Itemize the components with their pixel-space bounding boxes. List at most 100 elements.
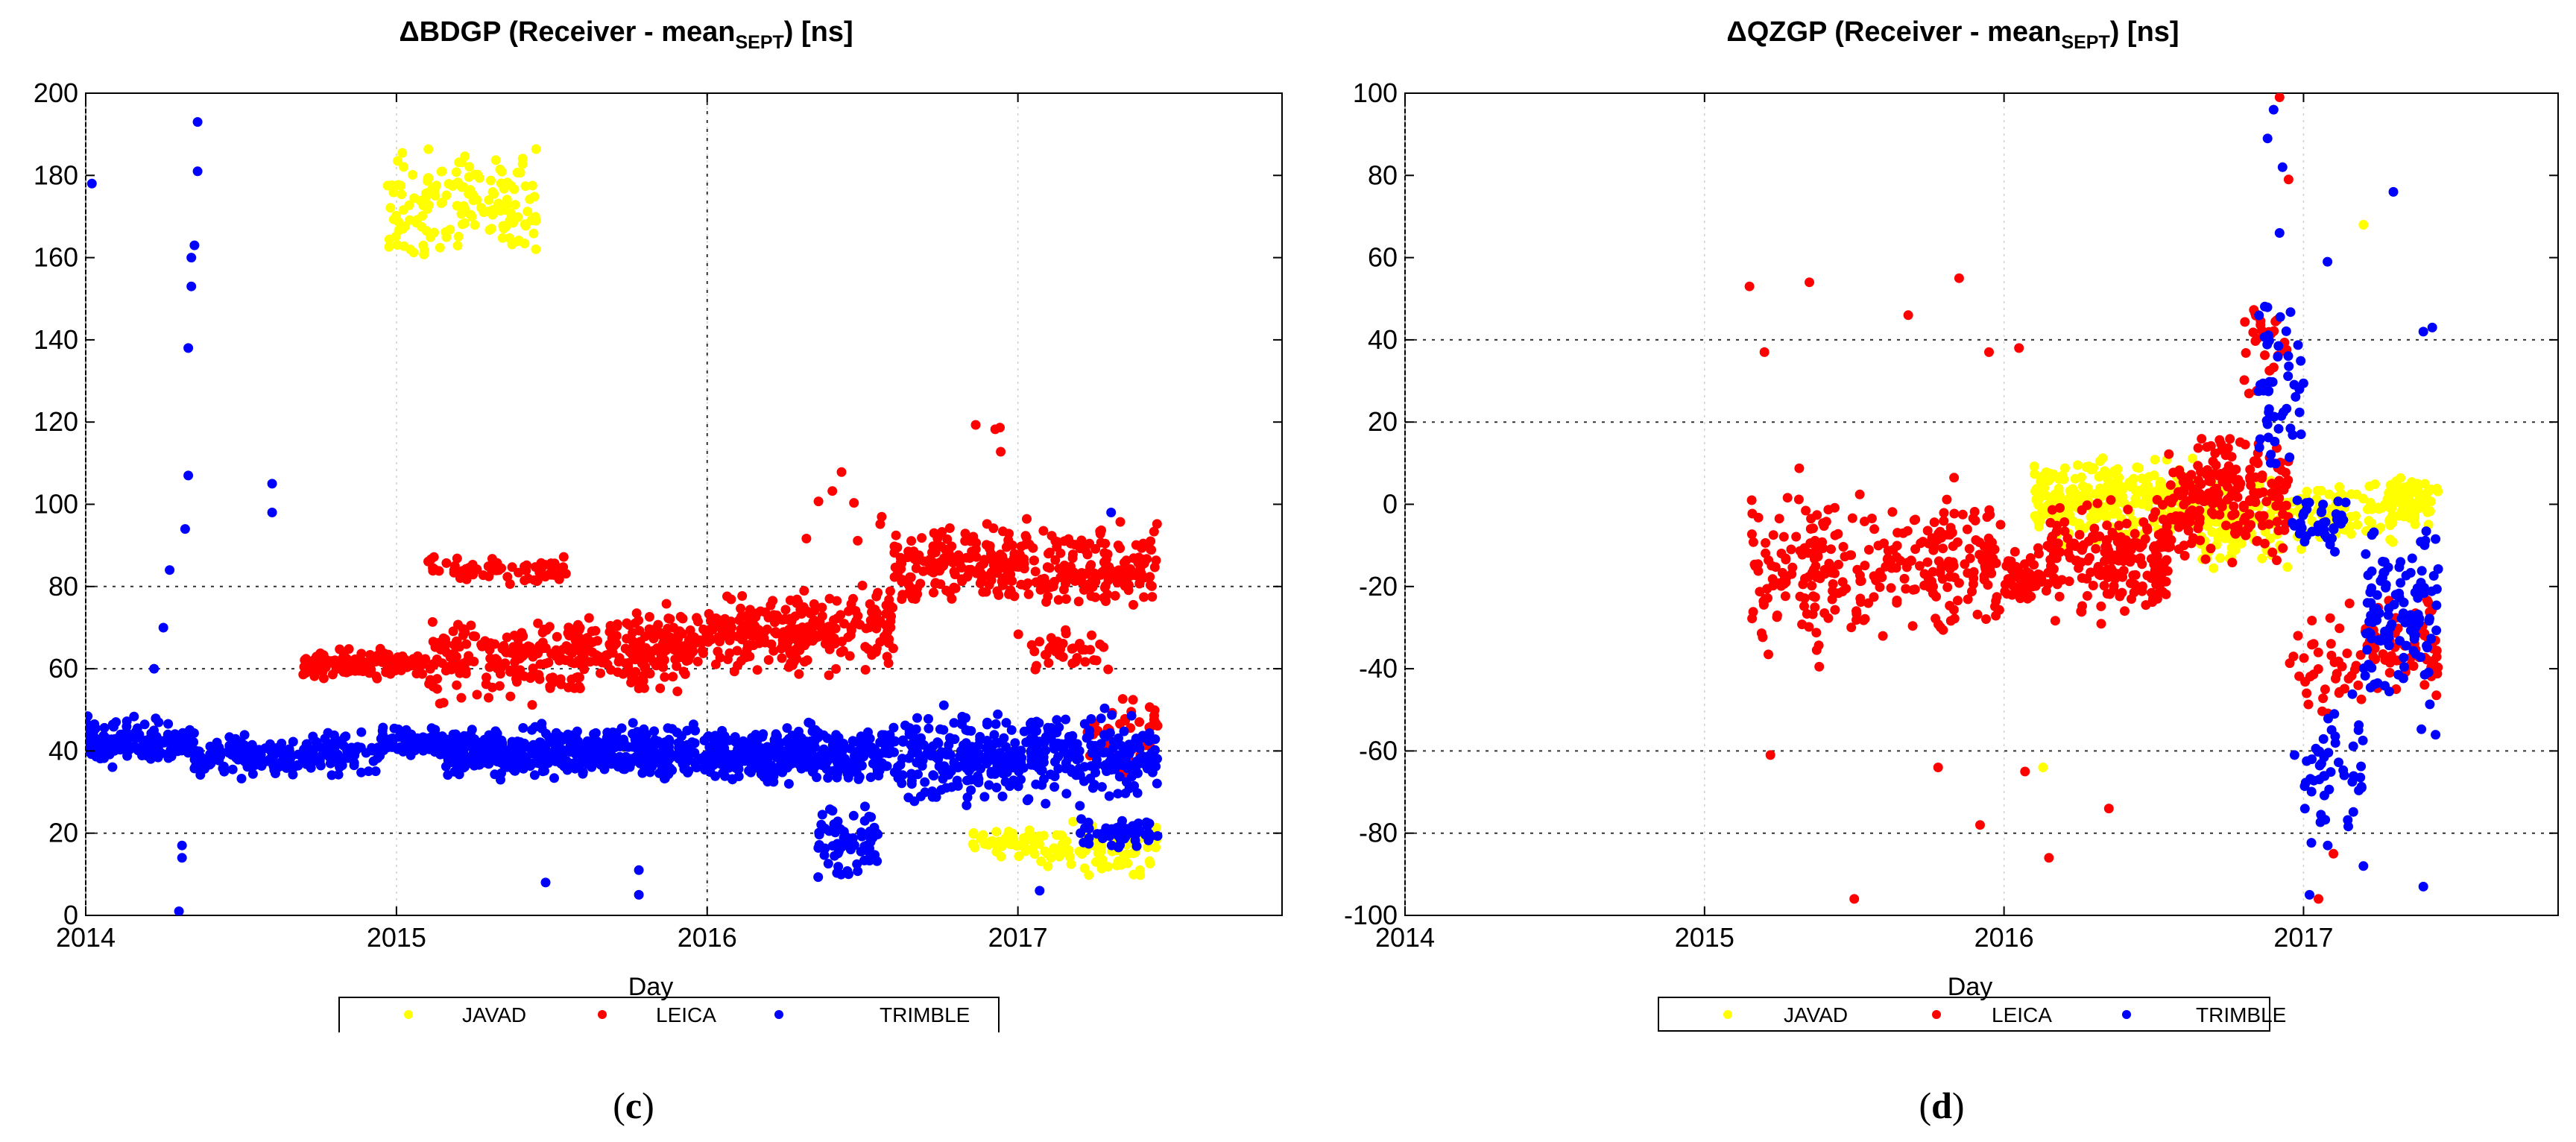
chart-c-point-trimble [373,753,382,763]
chart-c-point-javad [512,168,523,177]
chart-c-point-leica [490,661,500,672]
chart-d-point-leica [1827,594,1837,605]
chart-c-point-trimble [642,729,651,739]
chart-c-point-trimble [810,725,821,735]
chart-c-point-leica [860,665,871,675]
chart-d-point-leica [2278,543,2288,553]
chart-d-point-javad [2385,534,2396,545]
chart-d-point-leica [2314,894,2323,904]
chart-d-point-leica [1799,593,1810,603]
chart-c-point-trimble [897,770,908,780]
chart-d-point-leica [1938,543,1948,554]
chart-c-point-trimble [167,748,177,758]
chart-c-point-leica [461,639,472,649]
chart-c-point-trimble [1079,776,1089,786]
chart-d-point-leica [1805,277,1814,288]
chart-d-point-leica [2337,661,2347,672]
chart-c-point-trimble [534,740,544,751]
chart-d-point-leica [1892,598,1902,608]
chart-c-point-trimble [1074,745,1085,756]
chart-c-point-trimble [1143,763,1152,774]
chart-c-point-leica [481,679,491,690]
chart-c-point-javad [490,204,500,215]
chart-c-point-leica [1076,577,1087,587]
chart-c-point-javad [397,189,407,200]
chart-c-point-leica [912,556,922,566]
chart-c-point-leica [747,631,757,641]
chart-c-point-trimble [667,765,678,775]
chart-d-point-javad [2364,481,2375,491]
chart-c-point-trimble [186,281,197,291]
chart-d-point-leica [1761,548,1771,558]
chart-c-point-leica [737,591,748,601]
chart-c-point-leica [680,669,690,679]
chart-c-point-leica [752,665,763,675]
chart-c-point-trimble [690,725,701,736]
chart-c-point-leica [1100,538,1111,549]
chart-c-point-leica [390,666,400,676]
chart-c-point-leica [1146,580,1155,590]
chart-d-point-leica [1968,579,1978,589]
chart-d-point-leica [2246,472,2256,482]
chart-c-point-leica [575,634,586,644]
chart-d-point-leica [2223,482,2232,492]
chart-c-point-trimble [852,859,862,869]
chart-d-point-trimble [2285,423,2296,434]
chart-c-point-leica [942,534,953,544]
chart-c-point-leica [554,655,564,666]
chart-c-point-trimble [214,742,224,753]
chart-c-point-trimble [823,751,833,762]
chart-d-point-leica [2202,442,2212,452]
chart-d-point-leica [1774,514,1784,524]
chart-c-point-leica [896,564,906,574]
chart-c-point-javad [432,180,441,191]
chart-c-point-javad [452,241,463,250]
chart-c-point-trimble [86,711,93,722]
chart-c-point-leica [769,617,780,628]
chart-c-point-trimble [1016,758,1026,769]
chart-c-point-leica [1082,549,1093,560]
chart-d-point-leica [1787,569,1797,579]
chart-c-title: ΔBDGP (Receiver - meanSEPT) [ns] [399,16,853,53]
chart-c-point-leica [1067,549,1078,560]
chart-d-point-javad [2038,763,2048,772]
chart-c-point-leica [763,654,774,665]
chart-c-point-leica [693,616,703,627]
chart-d-point-leica [2217,502,2227,511]
chart-c-point-leica [684,655,694,666]
chart-c-xtick-label-3: 2017 [988,922,1048,953]
chart-c-point-leica [886,601,896,611]
chart-c-point-leica [824,593,835,604]
chart-d-point-leica [2156,578,2167,588]
chart-c-point-leica [1099,642,1109,652]
chart-d-point-leica [2025,553,2036,563]
chart-c-point-javad [385,180,395,191]
chart-d-point-javad [2214,527,2224,537]
chart-c-point-trimble [667,724,678,734]
chart-c-point-trimble [865,734,875,744]
chart-d-point-leica [1758,632,1768,643]
chart-d-point-leica [1849,894,1860,904]
chart-c-xlabel: Day [628,973,673,1001]
chart-c-point-leica [1058,652,1068,662]
chart-c-point-javad [1029,849,1040,859]
chart-d-point-leica [1858,615,1869,625]
chart-c-point-leica [1115,543,1126,553]
chart-d-point-leica [1981,549,1992,560]
chart-c-point-trimble [757,731,768,742]
chart-c-point-leica [424,678,435,689]
chart-d-point-trimble [2273,341,2284,351]
chart-c-point-leica [777,653,787,663]
chart-c-point-trimble [704,742,715,752]
chart-c-point-trimble [356,742,366,753]
chart-d-point-leica [1949,508,1960,519]
chart-c-point-trimble [154,717,164,728]
chart-c-point-trimble [326,770,337,780]
chart-c-point-javad [472,195,482,205]
chart-c-point-trimble [288,769,298,780]
chart-d-point-leica [2130,529,2140,539]
chart-d-point-leica [2045,517,2056,528]
chart-c-point-trimble [224,732,235,742]
chart-c-point-trimble [135,733,145,743]
chart-d-point-leica [2303,699,2314,710]
